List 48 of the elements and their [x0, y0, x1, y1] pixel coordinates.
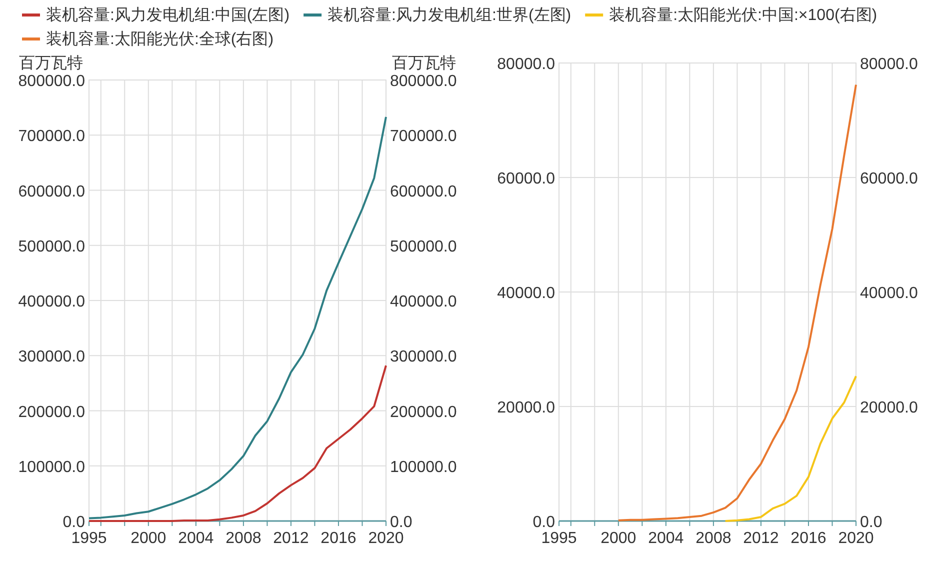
y2-tick-label: 60000.0 [860, 170, 918, 188]
y-tick-label: 80000.0 [497, 56, 556, 73]
y-tick-label: 300000.0 [18, 348, 86, 366]
y2-tick-label: 800000.0 [390, 73, 457, 90]
y2-tick-label: 0.0 [390, 514, 412, 531]
y2-axis-title: 百万瓦特 [392, 54, 456, 72]
x-tick-label: 2008 [696, 530, 732, 547]
legend-装机容量:太阳能光伏:中国:×100(右图): 装机容量:太阳能光伏:中国:×100(右图) [585, 7, 878, 24]
y-tick-label: 700000.0 [18, 128, 86, 146]
x-tick-label: 2012 [273, 530, 309, 547]
x-tick-label: 2004 [178, 530, 214, 547]
y2-tick-label: 700000.0 [390, 128, 457, 146]
y-tick-label: 0.0 [62, 514, 86, 531]
x-tick-label: 2016 [320, 530, 356, 547]
y-tick-label: 0.0 [532, 514, 556, 531]
y-tick-label: 400000.0 [18, 294, 86, 310]
y-tick-label: 100000.0 [18, 458, 86, 476]
y-tick-label: 40000.0 [497, 285, 556, 302]
y-tick-label: 60000.0 [497, 170, 556, 188]
x-tick-label: 1995 [541, 530, 577, 547]
x-tick-label: 2000 [600, 530, 636, 547]
x-tick-label: 2000 [130, 530, 166, 547]
y2-tick-label: 500000.0 [390, 238, 457, 256]
legend-装机容量:太阳能光伏:全球(右图): 装机容量:太阳能光伏:全球(右图) [22, 31, 274, 48]
y2-tick-label: 300000.0 [390, 348, 457, 366]
x-tick-label: 2016 [790, 530, 826, 547]
y2-tick-label: 200000.0 [390, 404, 457, 421]
x-tick-label: 2020 [368, 530, 404, 547]
x-tick-label: 2012 [743, 530, 779, 547]
y-tick-label: 800000.0 [18, 73, 86, 90]
x-tick-label: 2020 [838, 530, 874, 547]
x-tick-label: 1995 [71, 530, 107, 547]
legend-装机容量:风力发电机组:中国(左图): 装机容量:风力发电机组:中国(左图) [22, 7, 290, 24]
y2-tick-label: 0.0 [860, 514, 882, 531]
y2-tick-label: 20000.0 [860, 400, 918, 416]
y-tick-label: 200000.0 [18, 404, 86, 421]
x-tick-label: 2004 [648, 530, 684, 547]
y2-tick-label: 80000.0 [860, 56, 918, 73]
x-tick-label: 2008 [226, 530, 262, 547]
y2-tick-label: 600000.0 [390, 183, 457, 200]
y-axis-title: 百万瓦特 [19, 54, 83, 72]
y2-tick-label: 400000.0 [390, 294, 457, 310]
y-tick-label: 500000.0 [18, 238, 86, 256]
y2-tick-label: 100000.0 [390, 458, 457, 476]
y2-tick-label: 40000.0 [860, 285, 918, 302]
y-tick-label: 20000.0 [497, 400, 556, 416]
legend-装机容量:风力发电机组:世界(左图): 装机容量:风力发电机组:世界(左图) [304, 7, 572, 24]
y-tick-label: 600000.0 [18, 183, 86, 200]
